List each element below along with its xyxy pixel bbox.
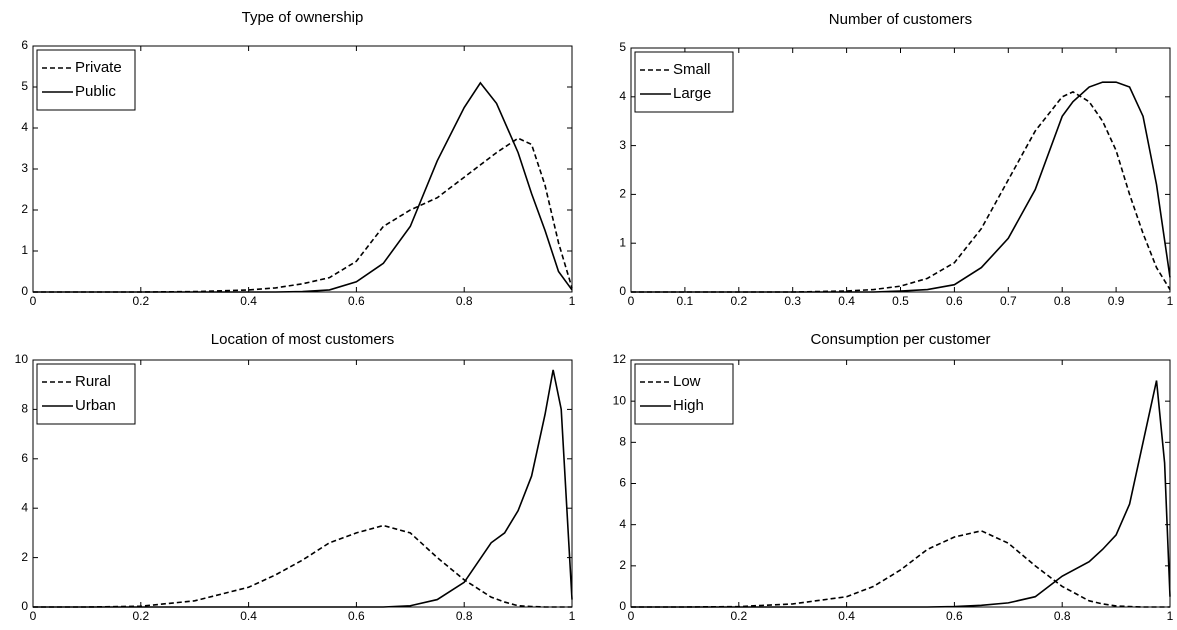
x-tick-label: 0.4 — [240, 609, 257, 623]
y-tick-label: 10 — [613, 393, 627, 407]
legend-label: Low — [673, 373, 701, 390]
y-tick-label: 0 — [21, 284, 28, 298]
y-tick-label: 6 — [619, 476, 626, 490]
legend-label: Small — [673, 61, 711, 78]
data-line — [33, 81, 573, 293]
y-tick-label: 4 — [619, 89, 626, 103]
legend-label: Private — [75, 59, 122, 76]
data-line — [631, 91, 1171, 293]
data-line — [33, 524, 572, 608]
x-tick-label: 0.2 — [730, 609, 747, 623]
chart-title: Type of ownership — [242, 9, 364, 26]
x-tick-label: 0.5 — [892, 294, 909, 308]
y-tick-label: 4 — [21, 120, 28, 134]
legend-box — [36, 363, 136, 425]
y-tick-label: 3 — [619, 138, 626, 152]
x-tick-label: 0.4 — [838, 609, 855, 623]
x-tick-label: 0.8 — [456, 609, 473, 623]
y-tick-label: 1 — [619, 235, 626, 249]
x-tick-label: 0 — [628, 294, 635, 308]
x-tick-label: 0.6 — [946, 294, 963, 308]
y-tick-label: 5 — [619, 40, 626, 54]
x-tick-label: 0 — [30, 609, 37, 623]
legend-box — [634, 51, 734, 113]
x-tick-label: 0.3 — [784, 294, 801, 308]
data-line — [631, 530, 1170, 608]
y-tick-label: 2 — [21, 550, 28, 564]
data-line — [631, 81, 1171, 293]
legend-box — [634, 363, 734, 425]
legend-label: Public — [75, 83, 116, 100]
y-tick-label: 10 — [15, 352, 29, 366]
legend-label: High — [673, 397, 704, 414]
x-tick-label: 0.4 — [240, 294, 257, 308]
y-tick-label: 0 — [619, 599, 626, 613]
x-tick-label: 0.7 — [1000, 294, 1017, 308]
y-tick-label: 1 — [21, 243, 28, 257]
x-tick-label: 0.2 — [132, 294, 149, 308]
x-tick-label: 0 — [628, 609, 635, 623]
x-tick-label: 0.6 — [348, 609, 365, 623]
x-tick-label: 0.8 — [1054, 294, 1071, 308]
y-tick-label: 12 — [613, 352, 627, 366]
y-tick-label: 4 — [21, 500, 28, 514]
x-tick-label: 0.6 — [348, 294, 365, 308]
x-tick-label: 0.9 — [1108, 294, 1125, 308]
x-tick-label: 0.4 — [838, 294, 855, 308]
data-line — [631, 380, 1171, 608]
y-tick-label: 0 — [619, 284, 626, 298]
x-tick-label: 1 — [569, 609, 576, 623]
x-tick-label: 1 — [1167, 294, 1174, 308]
y-tick-label: 8 — [21, 402, 28, 416]
chart-title: Number of customers — [829, 11, 972, 28]
chart-title: Consumption per customer — [810, 331, 990, 348]
legend-label: Rural — [75, 373, 111, 390]
x-tick-label: 0.8 — [456, 294, 473, 308]
y-tick-label: 4 — [619, 517, 626, 531]
x-tick-label: 1 — [569, 294, 576, 308]
x-tick-label: 0 — [30, 294, 37, 308]
x-tick-label: 0.6 — [946, 609, 963, 623]
data-line — [33, 369, 573, 608]
y-tick-label: 0 — [21, 599, 28, 613]
y-tick-label: 5 — [21, 79, 28, 93]
x-tick-label: 1 — [1167, 609, 1174, 623]
legend-label: Large — [673, 85, 711, 102]
legend-label: Urban — [75, 397, 116, 414]
y-tick-label: 8 — [619, 435, 626, 449]
x-tick-label: 0.2 — [730, 294, 747, 308]
y-tick-label: 6 — [21, 38, 28, 52]
data-line — [33, 137, 573, 293]
x-tick-label: 0.2 — [132, 609, 149, 623]
y-tick-label: 2 — [619, 558, 626, 572]
y-tick-label: 2 — [619, 187, 626, 201]
y-tick-label: 6 — [21, 451, 28, 465]
x-tick-label: 0.8 — [1054, 609, 1071, 623]
y-tick-label: 2 — [21, 202, 28, 216]
x-tick-label: 0.1 — [677, 294, 694, 308]
legend-box — [36, 49, 136, 111]
y-tick-label: 3 — [21, 161, 28, 175]
chart-title: Location of most customers — [211, 331, 394, 348]
